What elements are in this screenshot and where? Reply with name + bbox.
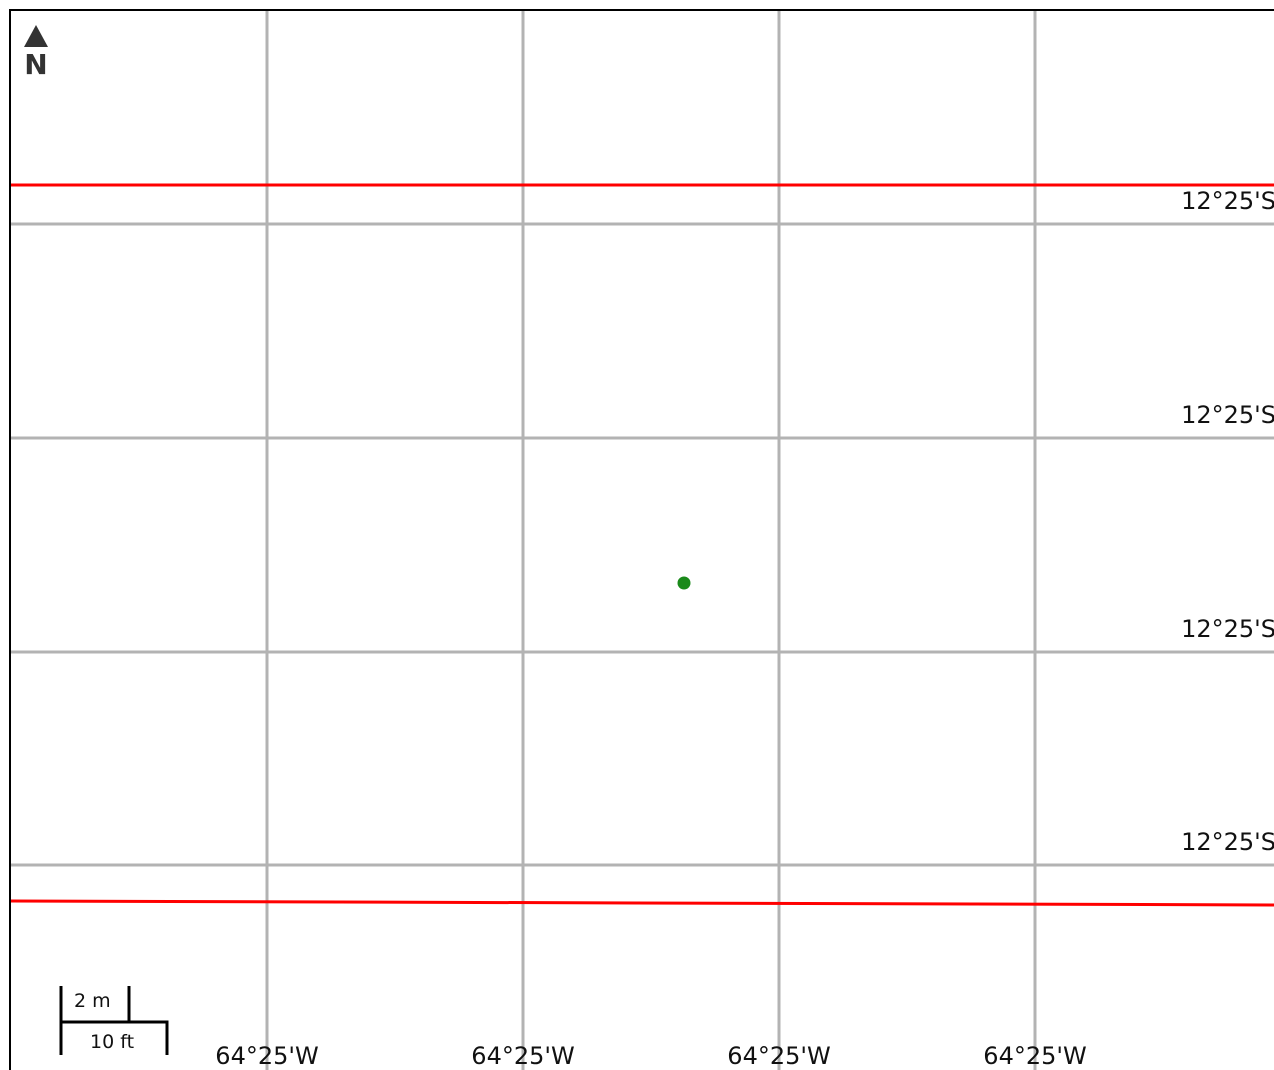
latitude-grid	[11, 222, 1274, 867]
boundary-lines	[11, 183, 1274, 907]
longitude-label: 64°25'W	[471, 1042, 574, 1070]
point-marker-icon[interactable]	[677, 576, 691, 590]
longitude-grid	[265, 11, 1037, 1070]
longitude-label: 64°25'W	[215, 1042, 318, 1070]
longitude-label: 64°25'W	[983, 1042, 1086, 1070]
latitude-label: 12°25'S	[1181, 615, 1274, 643]
longitude-label: 64°25'W	[727, 1042, 830, 1070]
north-arrow-icon: N	[24, 25, 48, 81]
scale-metric-label: 2 m	[74, 990, 111, 1012]
latitude-labels: 12°25'S 12°25'S 12°25'S 12°25'S	[1181, 187, 1274, 856]
map-canvas[interactable]: 12°25'S 12°25'S 12°25'S 12°25'S 64°25'W …	[9, 9, 1274, 1070]
scale-bar-imperial	[59, 1020, 169, 1055]
latitude-label: 12°25'S	[1181, 401, 1274, 429]
scale-bar: 2 m 10 ft	[59, 986, 169, 1055]
latitude-label: 12°25'S	[1181, 187, 1274, 215]
map-svg: 12°25'S 12°25'S 12°25'S 12°25'S 64°25'W …	[11, 11, 1274, 1070]
scale-imperial-label: 10 ft	[90, 1031, 134, 1053]
north-label: N	[24, 48, 47, 81]
latitude-label: 12°25'S	[1181, 828, 1274, 856]
longitude-labels: 64°25'W 64°25'W 64°25'W 64°25'W	[215, 1042, 1086, 1070]
boundary-line-south	[11, 899, 1274, 907]
north-arrow-triangle	[24, 25, 48, 47]
